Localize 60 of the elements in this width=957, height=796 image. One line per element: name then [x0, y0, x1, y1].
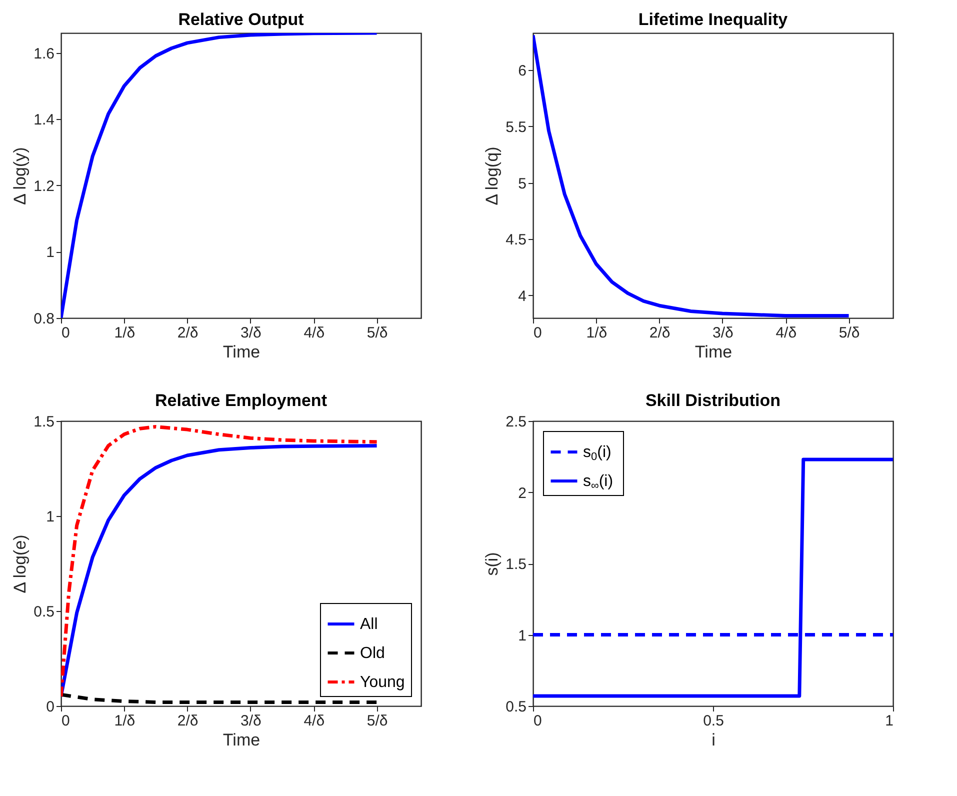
- x-tick-label: 1: [885, 712, 894, 730]
- y-axis-title: Δ log(q): [482, 146, 502, 206]
- legend-label: Young: [360, 674, 405, 691]
- y-tick-label: 1.4: [34, 112, 54, 129]
- x-tick-label: 3/δ: [240, 324, 262, 342]
- y-tick-label: 0.5: [34, 604, 54, 620]
- x-tick-label: 2/δ: [177, 712, 198, 730]
- x-tick-label: 5/δ: [838, 324, 860, 342]
- y-tick-label: 0.5: [506, 698, 526, 716]
- legend-label: All: [360, 616, 378, 633]
- y-tick-label: 1.2: [34, 178, 54, 195]
- y-tick-label: 1.6: [34, 45, 54, 62]
- y-tick-label: 1: [46, 244, 54, 262]
- y-tick-label: 1.5: [506, 556, 526, 573]
- x-tick-label: 4/δ: [304, 712, 325, 730]
- x-axis-title: Time: [222, 730, 260, 750]
- x-tick-label: 5/δ: [366, 324, 388, 342]
- x-tick-label: 2/δ: [649, 324, 670, 342]
- x-axis-title: Time: [222, 342, 260, 362]
- x-tick-label: 3/δ: [240, 712, 262, 730]
- line-series: [61, 33, 379, 318]
- y-axis-title: Δ log(y): [10, 147, 30, 205]
- x-tick-label: 1/δ: [114, 712, 136, 730]
- legend-label: Old: [360, 645, 385, 662]
- y-tick-label: 0: [46, 698, 54, 716]
- legend-label: s$_{0}$(i): [583, 444, 612, 464]
- y-tick-label: 5: [518, 175, 526, 192]
- y-tick-label: 1: [46, 508, 54, 526]
- x-tick-label: 2/δ: [177, 324, 198, 342]
- legend-label: s$_{∞}$(i): [583, 473, 614, 492]
- x-tick-label: 5/δ: [366, 712, 388, 730]
- y-tick-label: 4.5: [506, 232, 526, 249]
- line-series: [61, 692, 379, 704]
- y-tick-label: 1.5: [34, 414, 54, 430]
- chart-title: Lifetime Inequality: [638, 10, 788, 29]
- x-tick-label: 1/δ: [586, 324, 608, 342]
- line-series: [533, 34, 851, 318]
- y-tick-label: 6: [518, 62, 526, 80]
- x-tick-label: 0: [534, 712, 542, 730]
- x-axis-title: Time: [694, 342, 732, 362]
- y-tick-label: 5.5: [506, 119, 526, 136]
- y-tick-label: 0.8: [34, 310, 54, 328]
- x-tick-label: 4/δ: [776, 324, 797, 342]
- y-axis-title: s(i): [482, 552, 502, 576]
- x-tick-label: 4/δ: [304, 324, 325, 342]
- chart-title: Skill Distribution: [645, 391, 781, 410]
- chart-title: Relative Employment: [155, 391, 328, 410]
- x-tick-label: 0: [62, 712, 70, 730]
- x-tick-label: 0: [534, 324, 542, 342]
- y-axis-title: Δ log(e): [10, 534, 30, 594]
- x-tick-label: 0.5: [703, 712, 724, 730]
- x-tick-label: 3/δ: [712, 324, 734, 342]
- y-tick-label: 1: [518, 627, 526, 644]
- x-axis-title: i: [712, 730, 716, 750]
- x-tick-label: 0: [62, 324, 70, 342]
- x-tick-label: 1/δ: [114, 324, 136, 342]
- y-tick-label: 4: [518, 288, 526, 305]
- chart-title: Relative Output: [178, 10, 304, 29]
- y-tick-label: 2.5: [506, 414, 526, 430]
- y-tick-label: 2: [518, 484, 526, 502]
